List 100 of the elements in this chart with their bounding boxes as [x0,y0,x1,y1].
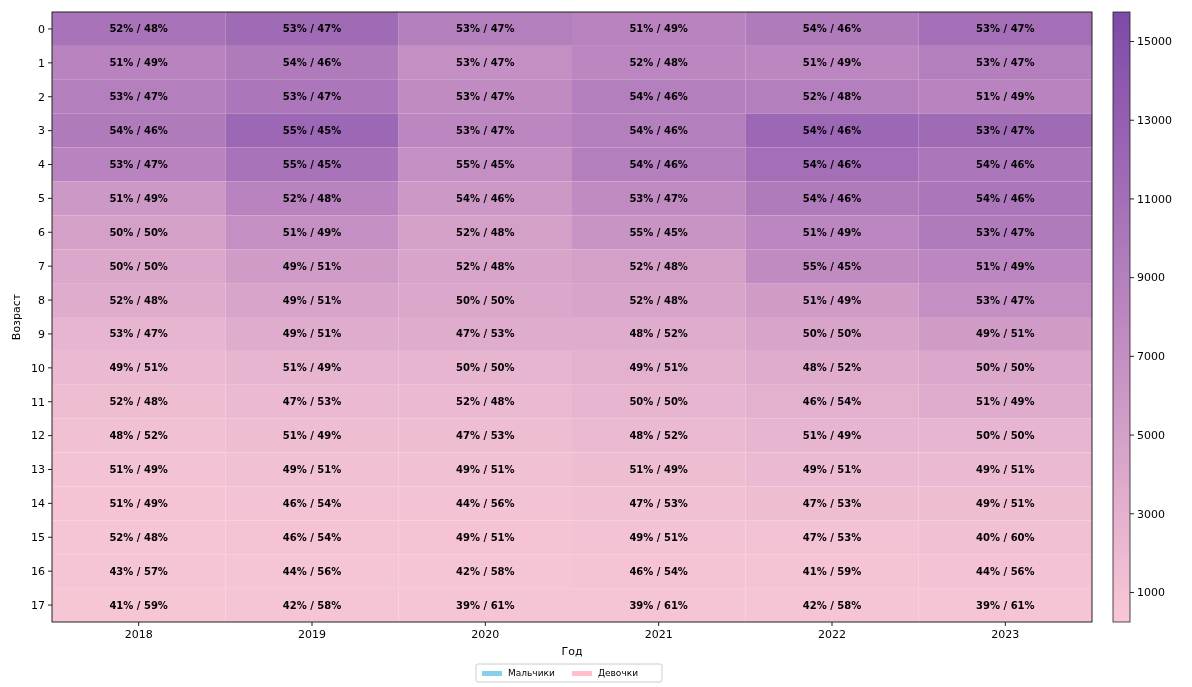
y-tick-label: 8 [38,293,45,307]
data-label: 54% / 46% [976,159,1035,170]
data-label: 50% / 50% [629,396,688,408]
data-label: 42% / 58% [282,599,342,611]
data-label: 53% / 47% [456,125,515,137]
data-label: 52% / 48% [456,396,515,408]
y-tick-label: 6 [38,226,45,240]
y-tick-label: 14 [31,497,45,511]
data-label: 50% / 50% [456,362,515,374]
data-label: 39% / 61% [629,599,688,611]
y-tick-label: 12 [31,429,45,443]
data-label: 43% / 57% [109,565,168,577]
data-label: 54% / 46% [282,57,342,69]
data-label: 42% / 58% [456,565,515,577]
y-tick-label: 7 [38,260,45,274]
data-label: 51% / 49% [802,294,862,306]
data-label: 51% / 49% [802,430,862,442]
data-label: 52% / 48% [456,226,515,238]
data-label: 49% / 51% [976,464,1035,475]
data-label: 49% / 51% [282,328,342,340]
y-tick-label: 2 [38,90,45,104]
y-tick-label: 5 [38,192,45,206]
data-label: 51% / 49% [109,497,168,509]
data-label: 47% / 53% [629,497,688,509]
data-label: 54% / 46% [109,125,168,137]
data-label: 51% / 49% [802,57,862,69]
x-tick-label: 2023 [991,628,1020,641]
data-label: 49% / 51% [629,362,688,374]
data-label: 53% / 47% [282,23,342,35]
data-label: 52% / 48% [802,91,862,103]
y-tick-label: 11 [31,395,45,409]
y-tick-label: 10 [31,361,45,375]
y-tick-label: 15 [31,531,45,545]
data-label: 49% / 51% [976,328,1035,340]
data-label: 47% / 53% [802,497,862,509]
data-label: 44% / 56% [282,565,342,577]
data-label: 47% / 53% [456,430,515,442]
data-label: 55% / 45% [629,226,688,238]
data-label: 47% / 53% [282,396,342,408]
data-label: 51% / 49% [976,260,1035,272]
x-tick-label: 2022 [818,628,846,641]
data-label: 53% / 47% [976,23,1035,35]
color-bar-label: 1000 [1137,586,1165,600]
data-label: 53% / 47% [109,91,168,103]
data-label: 52% / 48% [282,192,342,204]
data-label: 50% / 50% [456,294,515,306]
color-bar-label: 11000 [1137,192,1172,206]
data-label: 46% / 54% [282,531,342,543]
data-label: 54% / 46% [629,125,688,137]
x-tick-label: 2019 [298,628,326,641]
data-label: 53% / 47% [456,91,515,103]
y-tick-label: 0 [38,22,45,36]
data-label: 52% / 48% [629,260,688,272]
data-label: 50% / 50% [976,430,1035,442]
data-label: 46% / 54% [282,497,342,509]
y-tick-label: 9 [38,327,45,341]
data-label: 51% / 49% [629,464,688,475]
data-label: 53% / 47% [629,192,688,204]
data-label: 49% / 51% [802,464,862,475]
color-bar-label: 3000 [1137,507,1165,521]
data-label: 39% / 61% [976,599,1035,611]
data-label: 54% / 46% [456,192,515,204]
data-label: 49% / 51% [282,464,342,475]
data-label: 54% / 46% [802,125,862,137]
data-label: 49% / 51% [976,497,1035,509]
text: Мальчики [508,668,555,679]
data-label: 55% / 45% [282,125,342,137]
data-label: 50% / 50% [802,328,862,340]
data-label: 53% / 47% [109,159,168,170]
color-bar-label: 15000 [1137,35,1172,49]
data-label: 53% / 47% [282,91,342,103]
data-label: 51% / 49% [976,91,1035,103]
data-label: 54% / 46% [976,192,1035,204]
x-tick-label: 2018 [124,628,153,641]
data-label: 52% / 48% [109,531,168,543]
data-label: 48% / 52% [629,328,688,340]
data-label: 53% / 47% [976,125,1035,137]
data-label: 51% / 49% [282,226,342,238]
y-tick-label: 3 [38,124,45,138]
data-label: 41% / 59% [802,565,862,577]
data-label: 49% / 51% [282,294,342,306]
data-label: 46% / 54% [629,565,688,577]
data-label: 55% / 45% [456,159,515,170]
x-axis-title: Год [561,645,583,658]
y-tick-label: 1 [38,56,45,70]
data-label: 53% / 47% [976,57,1035,69]
color-bar-label: 5000 [1137,428,1165,442]
y-tick-label: 13 [31,463,45,477]
data-label: 53% / 47% [109,328,168,340]
y-axis-title: Возраст [10,293,23,341]
data-label: 47% / 53% [456,328,515,340]
data-label: 50% / 50% [109,226,168,238]
data-label: 44% / 56% [456,497,515,509]
data-label: 54% / 46% [802,159,862,170]
data-label: 39% / 61% [456,599,515,611]
data-label: 55% / 45% [802,260,862,272]
data-label: 54% / 46% [629,159,688,170]
data-label: 42% / 58% [802,599,862,611]
y-tick-label: 16 [31,565,45,579]
data-label: 53% / 47% [976,226,1035,238]
